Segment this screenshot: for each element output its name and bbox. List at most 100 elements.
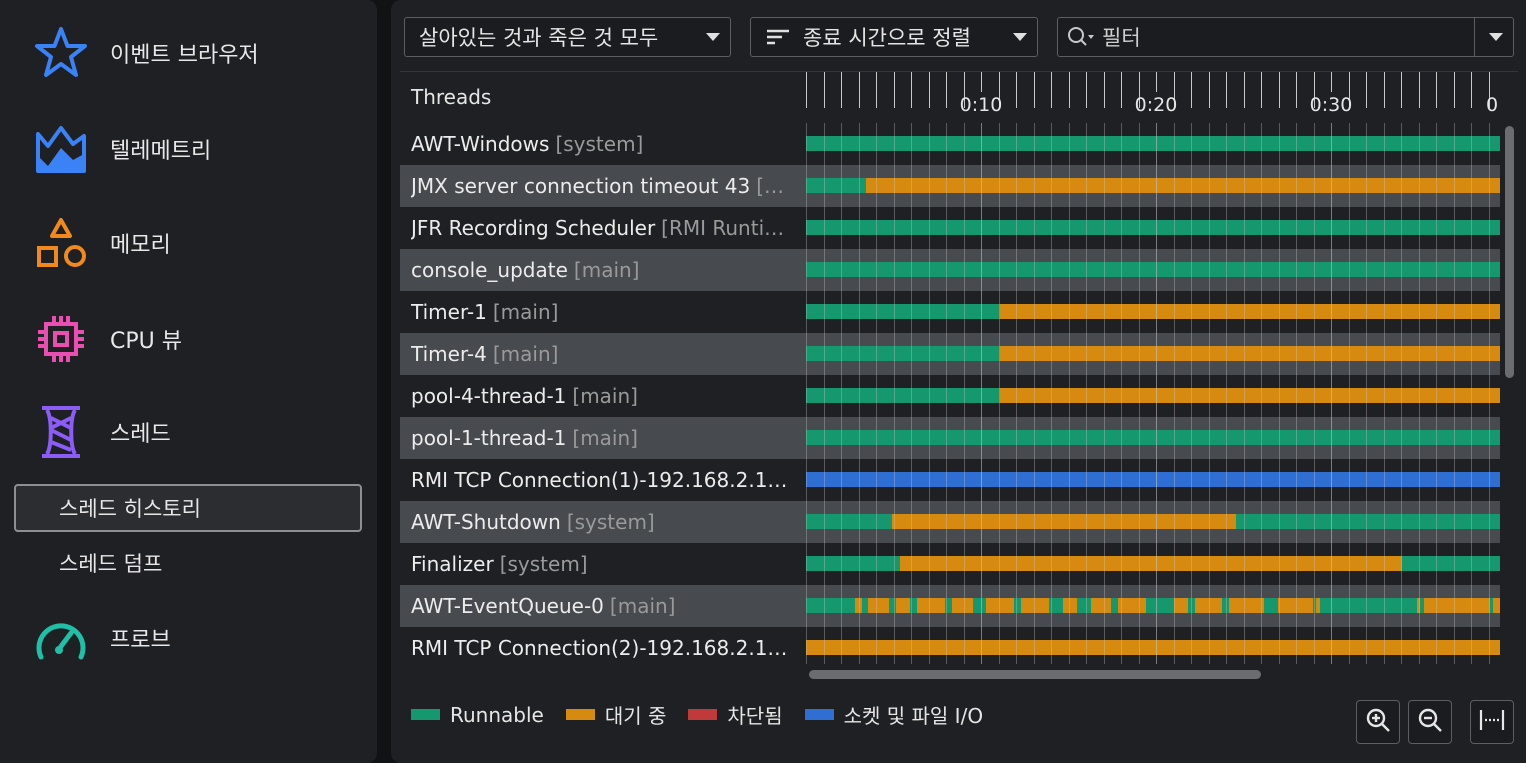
timeline-tick xyxy=(1103,72,1105,108)
thread-spool-icon xyxy=(32,403,90,461)
thread-state-segment xyxy=(806,472,1500,487)
thread-name: console_update xyxy=(411,258,568,282)
vertical-scrollbar[interactable] xyxy=(1505,126,1514,378)
thread-label: RMI TCP Connection(1)-192.168.2.132 … xyxy=(411,459,795,501)
thread-group: [main] xyxy=(573,258,640,282)
timeline-tick xyxy=(1418,72,1420,108)
thread-state-segment xyxy=(1420,598,1424,613)
thread-name: AWT-Shutdown xyxy=(411,510,561,534)
row-background xyxy=(400,333,806,375)
thread-row[interactable]: Timer-1 [main] xyxy=(400,291,1500,333)
legend-swatch-socket-io xyxy=(804,709,834,720)
sort-dropdown[interactable]: 종료 시간으로 정렬 xyxy=(750,17,1038,57)
thread-label: Finalizer [system] xyxy=(411,543,795,585)
subitem-label-thread-dump: 스레드 덤프 xyxy=(59,552,163,576)
filter-input[interactable]: 필터 xyxy=(1102,26,1141,50)
thread-name: Timer-4 xyxy=(411,342,487,366)
thread-row[interactable]: Finalizer [system] xyxy=(400,543,1500,585)
fit-width-button[interactable] xyxy=(1470,700,1514,744)
nav-item-telemetry[interactable]: 텔레메트리 xyxy=(0,114,377,184)
nav-item-cpu-view[interactable]: CPU 뷰 xyxy=(0,304,377,374)
nav-item-memory[interactable]: 메모리 xyxy=(0,208,377,278)
thread-state-segment xyxy=(806,136,1500,151)
legend-item-socket-io: 소켓 및 파일 I/O xyxy=(804,700,984,729)
thread-row[interactable]: RMI TCP Connection(1)-192.168.2.132 … xyxy=(400,459,1500,501)
timeline-tick xyxy=(981,72,982,92)
thread-state-segment xyxy=(1076,598,1091,613)
legend-label-waiting: 대기 중 xyxy=(604,704,667,728)
row-background xyxy=(400,165,806,207)
timeline-gridline xyxy=(1383,123,1385,664)
thread-state-segment xyxy=(999,346,1500,361)
thread-state-segment xyxy=(1423,598,1490,613)
timeline-gridline xyxy=(911,123,912,664)
thread-row[interactable]: RMI TCP Connection(2)-192.168.2.132 … xyxy=(400,627,1500,669)
thread-row[interactable]: pool-1-thread-1 [main] xyxy=(400,417,1500,459)
sidebar-subitem-thread-history[interactable]: 스레드 히스토리 xyxy=(14,484,362,532)
thread-row[interactable]: Timer-4 [main] xyxy=(400,333,1500,375)
zoom-in-icon xyxy=(1364,706,1392,738)
timeline-tick xyxy=(1453,72,1455,108)
thread-label: pool-1-thread-1 [main] xyxy=(411,417,795,459)
timeline-tick xyxy=(1016,72,1017,108)
timeline-gridline xyxy=(1331,123,1332,664)
timeline-tick xyxy=(806,72,807,108)
thread-state-dropdown[interactable]: 살아있는 것과 죽은 것 모두 xyxy=(404,17,731,57)
thread-group: [system] xyxy=(566,510,655,534)
timeline-gridline xyxy=(998,123,1000,664)
timeline-gridline xyxy=(981,123,982,664)
sidebar-subitem-thread-dump[interactable]: 스레드 덤프 xyxy=(14,539,362,587)
timeline-gridline xyxy=(876,123,877,664)
thread-name: JFR Recording Scheduler xyxy=(411,216,656,240)
legend-swatch-waiting xyxy=(565,709,595,720)
thread-state-segment xyxy=(854,598,862,613)
thread-state-segment xyxy=(986,598,1015,613)
thread-row[interactable]: AWT-EventQueue-0 [main] xyxy=(400,585,1500,627)
timeline-gridline xyxy=(1156,123,1157,664)
timeline-tick xyxy=(893,72,895,108)
thread-row[interactable]: AWT-Windows [system] xyxy=(400,123,1500,165)
filter-field[interactable]: 필터 xyxy=(1057,17,1514,57)
timeline-gridline xyxy=(1261,123,1262,664)
thread-name: JMX server connection timeout 43 xyxy=(411,174,751,198)
zoom-in-button[interactable] xyxy=(1356,700,1400,744)
thread-state-segment xyxy=(972,598,987,613)
timeline-gridline xyxy=(1173,123,1175,664)
thread-state-segment xyxy=(806,220,1500,235)
star-icon xyxy=(32,24,90,82)
thread-state-segment xyxy=(899,556,1403,571)
thread-row[interactable]: JMX server connection timeout 43 [R… xyxy=(400,165,1500,207)
timeline-tick xyxy=(858,72,860,108)
timeline-gridline xyxy=(893,123,895,664)
zoom-out-button[interactable] xyxy=(1408,700,1452,744)
chevron-down-icon[interactable] xyxy=(1489,33,1503,41)
timeline-gridline xyxy=(1138,123,1140,664)
timeline-gridline xyxy=(1226,123,1227,664)
timeline-tick xyxy=(1366,72,1367,108)
thread-row[interactable]: console_update [main] xyxy=(400,249,1500,291)
timeline-gridline xyxy=(1086,123,1087,664)
timeline-gridline xyxy=(1243,123,1245,664)
timeline-tick xyxy=(1208,72,1210,108)
thread-row[interactable]: pool-4-thread-1 [main] xyxy=(400,375,1500,417)
nav-item-probes[interactable]: 프로브 xyxy=(0,603,377,673)
shapes-icon xyxy=(32,214,90,272)
thread-state-segment xyxy=(868,598,890,613)
nav-item-event-browser[interactable]: 이벤트 브라우저 xyxy=(0,18,377,88)
thread-group: [RMI Runtim… xyxy=(661,216,795,240)
timeline-gridline xyxy=(1103,123,1105,664)
timeline-area[interactable]: 0:10 0:20 0:30 0 xyxy=(806,72,1500,664)
timeline-gridline xyxy=(1436,123,1437,664)
thread-row[interactable]: AWT-Shutdown [system] xyxy=(400,501,1500,543)
thread-row[interactable]: JFR Recording Scheduler [RMI Runtim… xyxy=(400,207,1500,249)
telemetry-icon xyxy=(32,120,90,178)
legend-label-socket-io: 소켓 및 파일 I/O xyxy=(843,704,984,728)
nav-item-threads[interactable]: 스레드 xyxy=(0,397,377,467)
horizontal-scrollbar[interactable] xyxy=(809,670,1261,679)
thread-state-segment xyxy=(1062,598,1077,613)
timeline-gridline xyxy=(946,123,947,664)
timeline-gridline xyxy=(1453,123,1455,664)
thread-group: [main] xyxy=(572,384,638,408)
timeline-tick xyxy=(1278,72,1280,108)
thread-name: AWT-Windows xyxy=(411,132,550,156)
